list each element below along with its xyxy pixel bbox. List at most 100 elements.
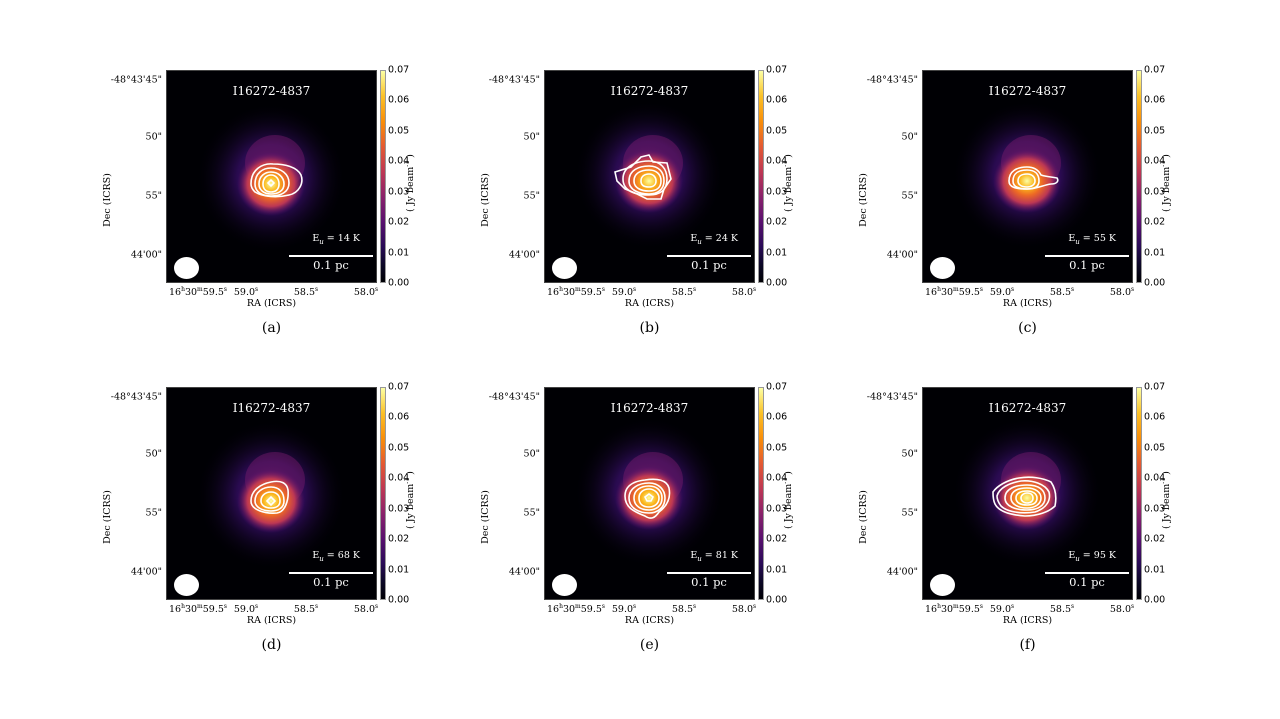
x-tick: 59.0s bbox=[611, 286, 637, 299]
contour-line bbox=[1015, 490, 1038, 506]
colorbar-tick: 0.00 bbox=[1144, 594, 1166, 606]
x-tick: 59.0s bbox=[989, 603, 1015, 616]
scale-bar bbox=[1045, 255, 1129, 257]
colorbar bbox=[380, 70, 386, 283]
source-name: I16272-4837 bbox=[988, 84, 1067, 98]
x-tick: 58.5s bbox=[293, 603, 319, 616]
colorbar bbox=[758, 387, 764, 600]
colorbar-label: ( Jy beam-1 ) bbox=[404, 471, 417, 529]
colorbar-tick: 0.01 bbox=[1144, 564, 1166, 576]
y-tick: -48°43'45" bbox=[488, 391, 540, 403]
figure-panel-c: Dec (ICRS) -48°43'45" 50" 55" 44'00" bbox=[856, 60, 1186, 350]
x-tick: 58.5s bbox=[1049, 603, 1075, 616]
y-tick: 50" bbox=[901, 448, 918, 460]
contour-line bbox=[628, 482, 666, 514]
x-tick: 58.0s bbox=[1109, 286, 1135, 299]
colorbar-tick: 0.00 bbox=[388, 277, 410, 289]
colorbar-tick: 0.03 bbox=[1144, 186, 1166, 198]
beam-ellipse bbox=[552, 257, 577, 279]
colorbar bbox=[380, 387, 386, 600]
y-tick: -48°43'45" bbox=[488, 74, 540, 86]
colorbar-tick: 0.04 bbox=[388, 472, 410, 484]
colorbar-tick: 0.06 bbox=[766, 411, 788, 423]
y-tick: 44'00" bbox=[508, 566, 540, 578]
figure-panel-e: Dec (ICRS) -48°43'45" 50" 55" 44'00" bbox=[478, 377, 808, 667]
emission-map-svg bbox=[196, 420, 346, 570]
colorbar bbox=[1136, 387, 1142, 600]
colorbar-tick: 0.02 bbox=[1144, 216, 1166, 228]
source-name: I16272-4837 bbox=[610, 84, 689, 98]
colorbar-label: ( Jy beam-1 ) bbox=[782, 471, 795, 529]
colorbar-tick: 0.00 bbox=[388, 594, 410, 606]
y-tick: -48°43'45" bbox=[866, 74, 918, 86]
colorbar-tick: 0.06 bbox=[388, 411, 410, 423]
x-axis-label: RA (ICRS) bbox=[624, 615, 675, 626]
contour-line bbox=[250, 480, 289, 514]
contour-line bbox=[266, 178, 276, 188]
panel-caption: (e) bbox=[639, 637, 660, 653]
x-tick: 16h30m59.5s bbox=[546, 286, 606, 299]
colorbar-tick: 0.01 bbox=[766, 247, 788, 259]
contour-line bbox=[633, 169, 662, 192]
colorbar-tick: 0.07 bbox=[766, 64, 788, 76]
upper-energy-label: Eu = 14 K bbox=[312, 233, 360, 246]
contour-line bbox=[633, 485, 663, 511]
colorbar-label: ( Jy beam-1 ) bbox=[782, 154, 795, 212]
source-name: I16272-4837 bbox=[988, 401, 1067, 415]
y-tick: 50" bbox=[523, 448, 540, 460]
figure-panel-f: Dec (ICRS) -48°43'45" 50" 55" 44'00" bbox=[856, 377, 1186, 667]
x-tick: 59.0s bbox=[233, 603, 259, 616]
colorbar-tick: 0.02 bbox=[388, 533, 410, 545]
colorbar-label: ( Jy beam-1 ) bbox=[404, 154, 417, 212]
colorbar-tick: 0.00 bbox=[766, 277, 788, 289]
beam-ellipse bbox=[930, 257, 955, 279]
source-name: I16272-4837 bbox=[232, 401, 311, 415]
colorbar bbox=[1136, 70, 1142, 283]
y-axis-label: Dec (ICRS) bbox=[102, 490, 113, 544]
colorbar-tick: 0.05 bbox=[766, 125, 788, 137]
colorbar-tick: 0.04 bbox=[766, 155, 788, 167]
y-axis-label: Dec (ICRS) bbox=[480, 173, 491, 227]
contour-line bbox=[628, 165, 665, 195]
y-tick: -48°43'45" bbox=[110, 74, 162, 86]
colorbar-tick: 0.03 bbox=[766, 186, 788, 198]
contour-line bbox=[640, 173, 657, 188]
y-tick: 50" bbox=[145, 448, 162, 460]
scale-bar bbox=[289, 255, 373, 257]
x-tick: 58.0s bbox=[353, 603, 379, 616]
colorbar-tick: 0.04 bbox=[1144, 472, 1166, 484]
emission-map-svg bbox=[952, 100, 1102, 250]
beam-ellipse bbox=[930, 574, 955, 596]
figure-panel-d: Dec (ICRS) -48°43'45" 50" 55" 44'00" bbox=[100, 377, 430, 667]
x-tick: 58.0s bbox=[353, 286, 379, 299]
y-axis-label: Dec (ICRS) bbox=[102, 173, 113, 227]
colorbar-tick: 0.04 bbox=[1144, 155, 1166, 167]
contour-line bbox=[638, 488, 660, 508]
scale-bar-label: 0.1 pc bbox=[691, 575, 727, 589]
x-tick: 58.0s bbox=[1109, 603, 1135, 616]
y-tick: 55" bbox=[901, 507, 918, 519]
colorbar-tick: 0.07 bbox=[1144, 64, 1166, 76]
emission-map-svg bbox=[952, 417, 1102, 567]
y-tick: 44'00" bbox=[130, 566, 162, 578]
scale-bar bbox=[667, 572, 751, 574]
figure-panel-a: Dec (ICRS) -48°43'45" 50" 55" 44'00" bbox=[100, 60, 430, 350]
upper-energy-label: Eu = 24 K bbox=[690, 233, 738, 246]
colorbar-tick: 0.01 bbox=[766, 564, 788, 576]
colorbar-tick: 0.06 bbox=[1144, 411, 1166, 423]
colorbar-tick: 0.04 bbox=[766, 472, 788, 484]
contour-line bbox=[1012, 169, 1040, 190]
colorbar-tick: 0.06 bbox=[1144, 94, 1166, 106]
scale-bar bbox=[667, 255, 751, 257]
x-tick: 16h30m59.5s bbox=[546, 603, 606, 616]
intensity-map: I16272-4837 Eu = 68 K 0.1 pc bbox=[166, 387, 377, 600]
x-axis-label: RA (ICRS) bbox=[624, 298, 675, 309]
contour-line bbox=[262, 174, 280, 193]
x-tick: 58.5s bbox=[1049, 286, 1075, 299]
panel-caption: (b) bbox=[639, 320, 660, 336]
colorbar-tick: 0.06 bbox=[388, 94, 410, 106]
x-axis-label: RA (ICRS) bbox=[246, 298, 297, 309]
contour-line bbox=[254, 167, 290, 197]
emission-map-svg bbox=[574, 100, 724, 250]
source-name: I16272-4837 bbox=[232, 84, 311, 98]
